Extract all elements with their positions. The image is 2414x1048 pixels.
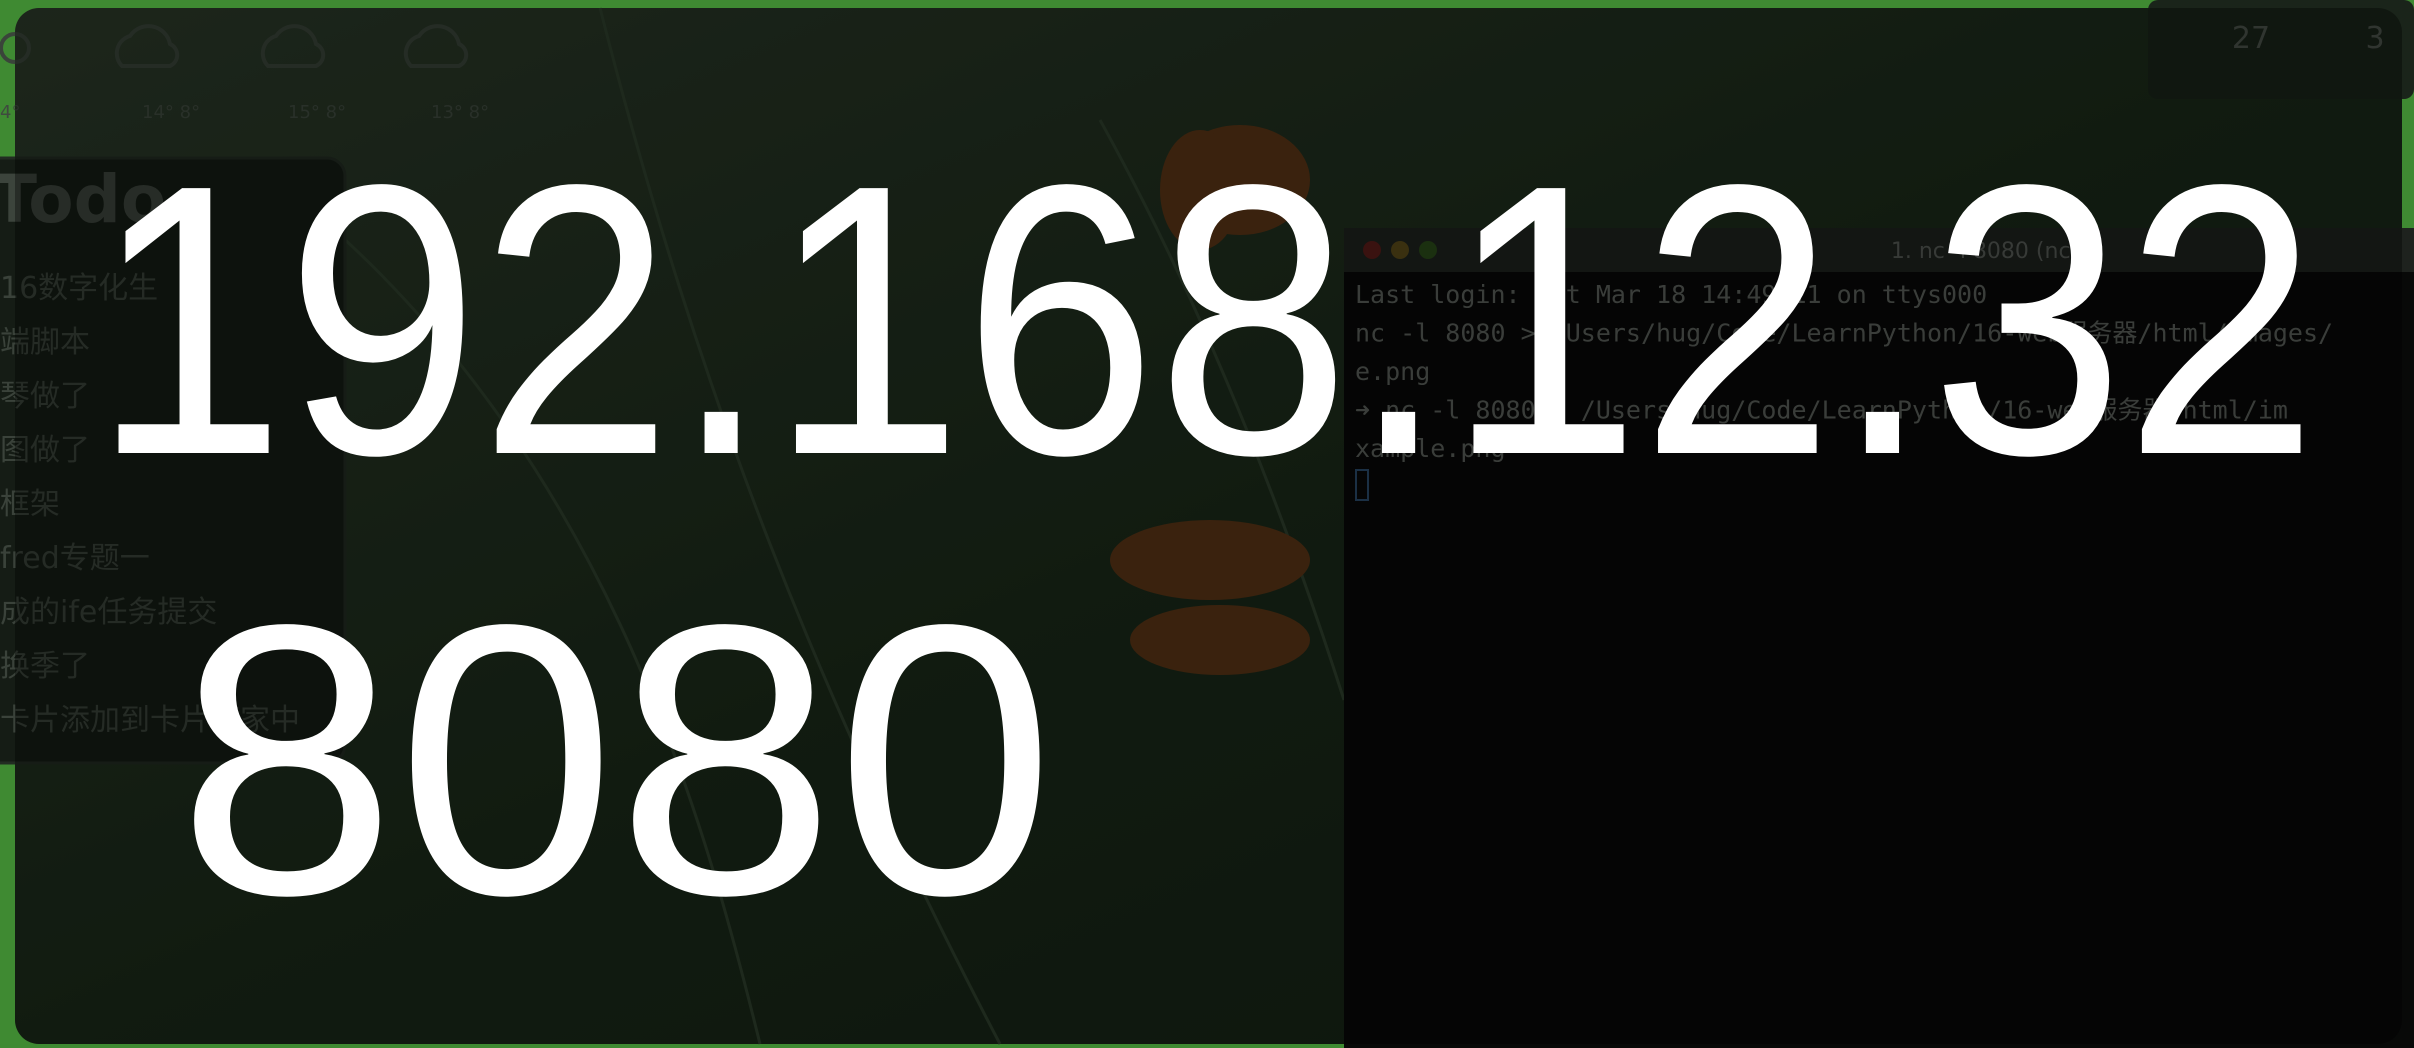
cursor — [1355, 469, 1369, 501]
weather-icons — [0, 24, 469, 68]
todo-item: 图做了 — [0, 433, 90, 468]
todo-item: 琴做了 — [0, 379, 90, 414]
large-type-line: 192.168.12.32 — [92, 104, 2318, 535]
close-button[interactable] — [1363, 241, 1381, 259]
weather-temp: 14° 8° — [142, 102, 200, 123]
terminal-output: Last login: Sat Mar 18 14:49:11 on ttys0… — [1355, 280, 2333, 463]
terminal-titlebar — [1344, 228, 2414, 272]
terminal-line: xample.png — [1355, 434, 1506, 463]
calendar-widget — [2148, 0, 2414, 99]
terminal-line: ➜ nc -l 8080 > /Users/hug/Code/LearnPyth… — [1355, 396, 2288, 425]
weather-temp: 15° 8° — [288, 102, 346, 123]
calendar-day: 3 — [2365, 21, 2384, 56]
calendar-day: 27 — [2232, 21, 2270, 56]
terminal-line: nc -l 8080 > /Users/hug/Code/LearnPython… — [1355, 319, 2333, 348]
todo-item: 框架 — [0, 487, 60, 522]
terminal-title: 1. nc -l 8080 (nc) — [1891, 239, 2079, 264]
terminal-window — [1344, 228, 2414, 1048]
terminal-line: e.png — [1355, 357, 1430, 386]
todo-item: 卡片添加到卡片管家中 — [0, 703, 300, 738]
large-type-line: 8080 — [177, 544, 1055, 975]
zoom-button[interactable] — [1419, 241, 1437, 259]
todo-item: 成的ife任务提交 — [0, 595, 217, 630]
weather-temp: 4° — [0, 102, 20, 123]
todo-item: 换季了 — [0, 649, 90, 684]
todo-title: Todo — [0, 161, 166, 238]
frog — [1110, 125, 1310, 675]
weather-temps: 4° 14° 8° 15° 8° 13° 8° — [0, 102, 489, 123]
weather-temp: 13° 8° — [431, 102, 489, 123]
leaf-veins — [299, 7, 1346, 1045]
todo-widget — [0, 156, 347, 765]
terminal-line: Last login: Sat Mar 18 14:49:11 on ttys0… — [1355, 280, 1987, 309]
large-type-backdrop — [15, 8, 2402, 1044]
minimize-button[interactable] — [1391, 241, 1409, 259]
todo-item: 16数字化生 — [0, 271, 158, 306]
todo-item: fred专题一 — [0, 541, 150, 576]
todo-item: 端脚本 — [0, 325, 90, 360]
